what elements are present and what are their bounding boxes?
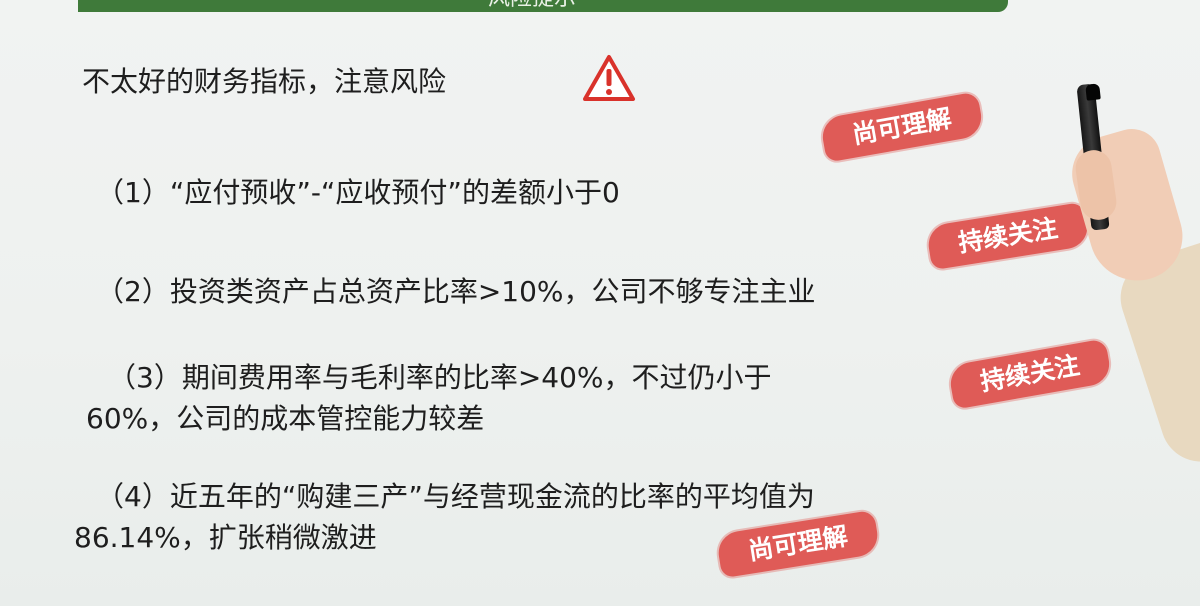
header-title: 风险提示 [488,0,576,10]
header-bar [78,0,1008,12]
annotation-stamp: 尚可理解 [715,509,881,579]
list-item-continuation: 86.14%，扩张稍微激进 [74,521,377,554]
list-item-continuation: 60%，公司的成本管控能力较差 [86,402,485,435]
annotation-stamp: 持续关注 [925,201,1091,271]
annotation-stamp: 尚可理解 [819,91,985,163]
annotation-stamp: 持续关注 [947,338,1113,410]
headline: 不太好的财务指标，注意风险 [82,65,447,98]
warning-triangle-icon [583,55,635,101]
list-item: （4）近五年的“购建三产”与经营现金流的比率的平均值为 [96,480,815,513]
marker-pen-tip [1085,83,1101,101]
list-item: （2）投资类资产占总资产比率>10%，公司不够专注主业 [96,275,816,308]
list-item: （1）“应付预收”-“应收预付”的差额小于0 [96,176,620,209]
list-item: （3）期间费用率与毛利率的比率>40%，不过仍小于 [108,361,772,394]
